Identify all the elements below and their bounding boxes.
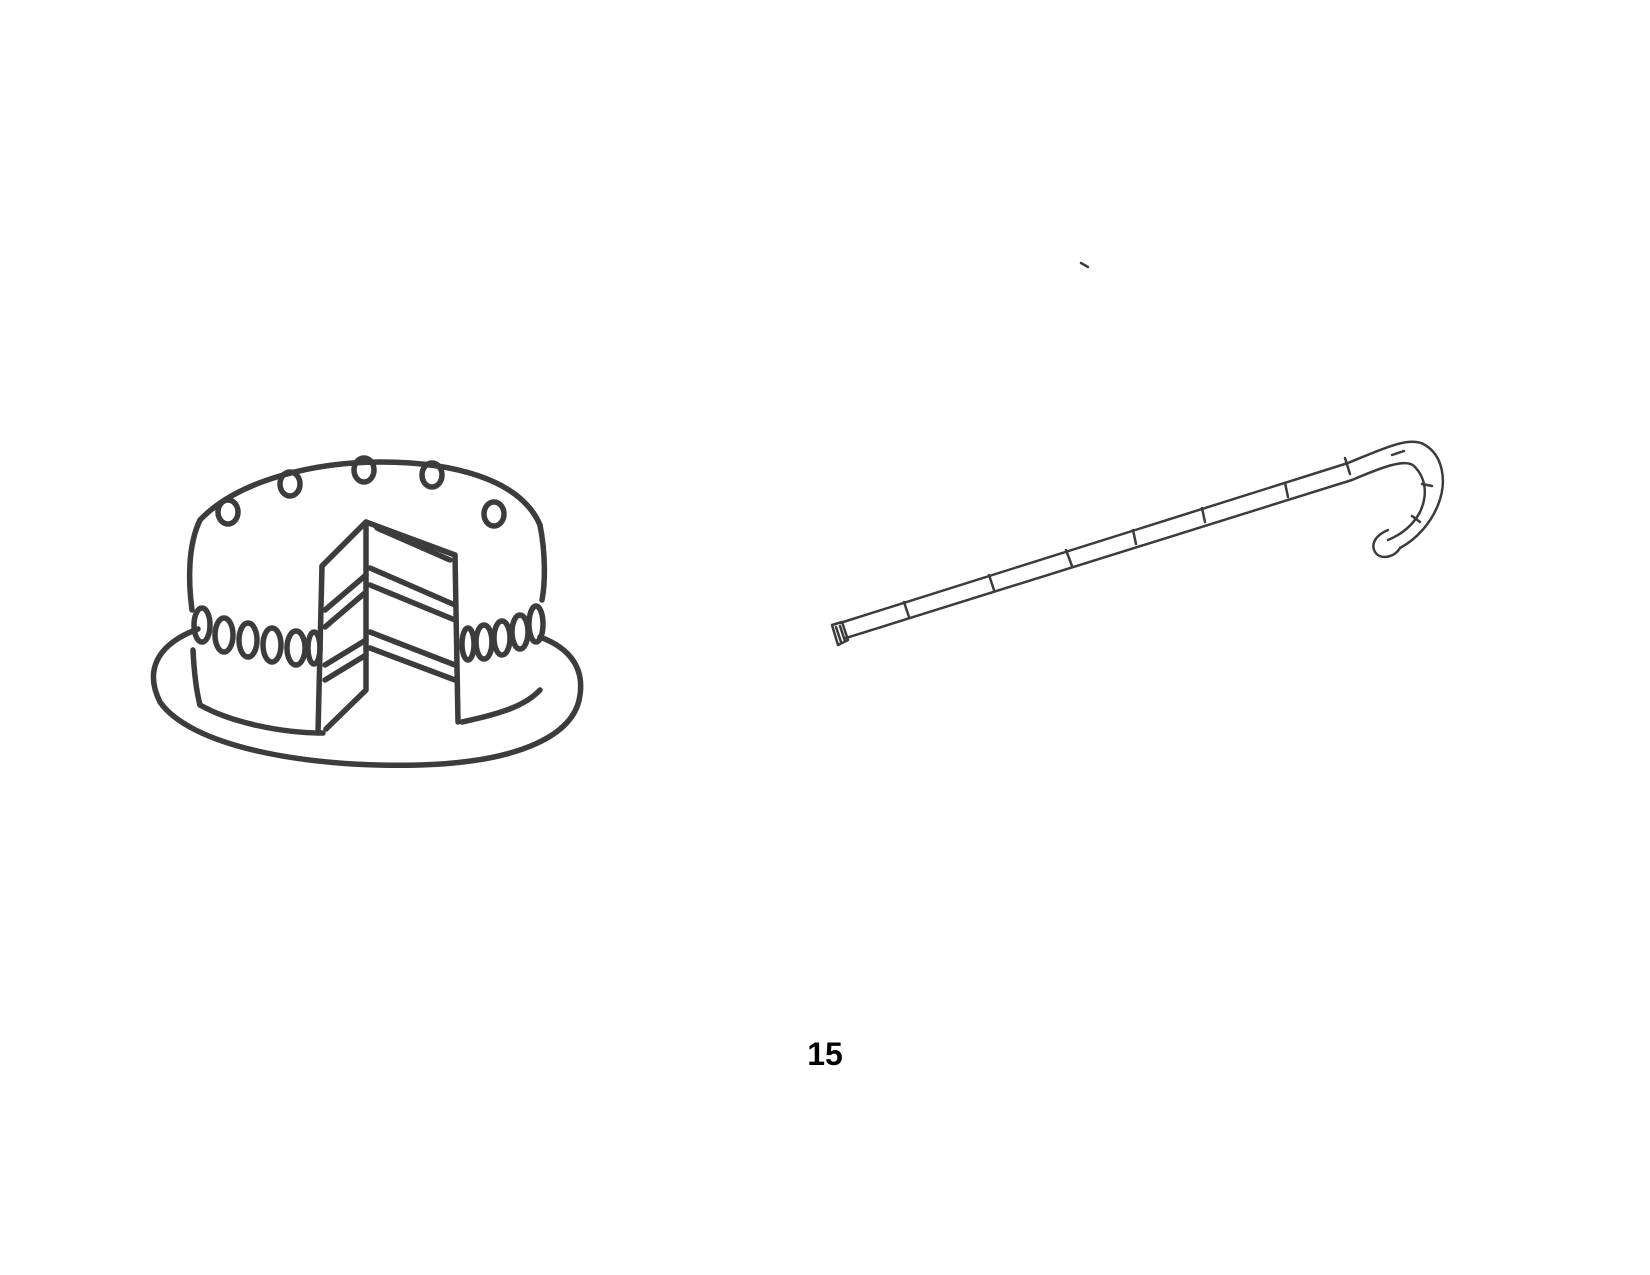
cane-icon	[830, 261, 1445, 647]
page-number: 15	[807, 1036, 843, 1072]
cake-icon	[150, 455, 584, 769]
